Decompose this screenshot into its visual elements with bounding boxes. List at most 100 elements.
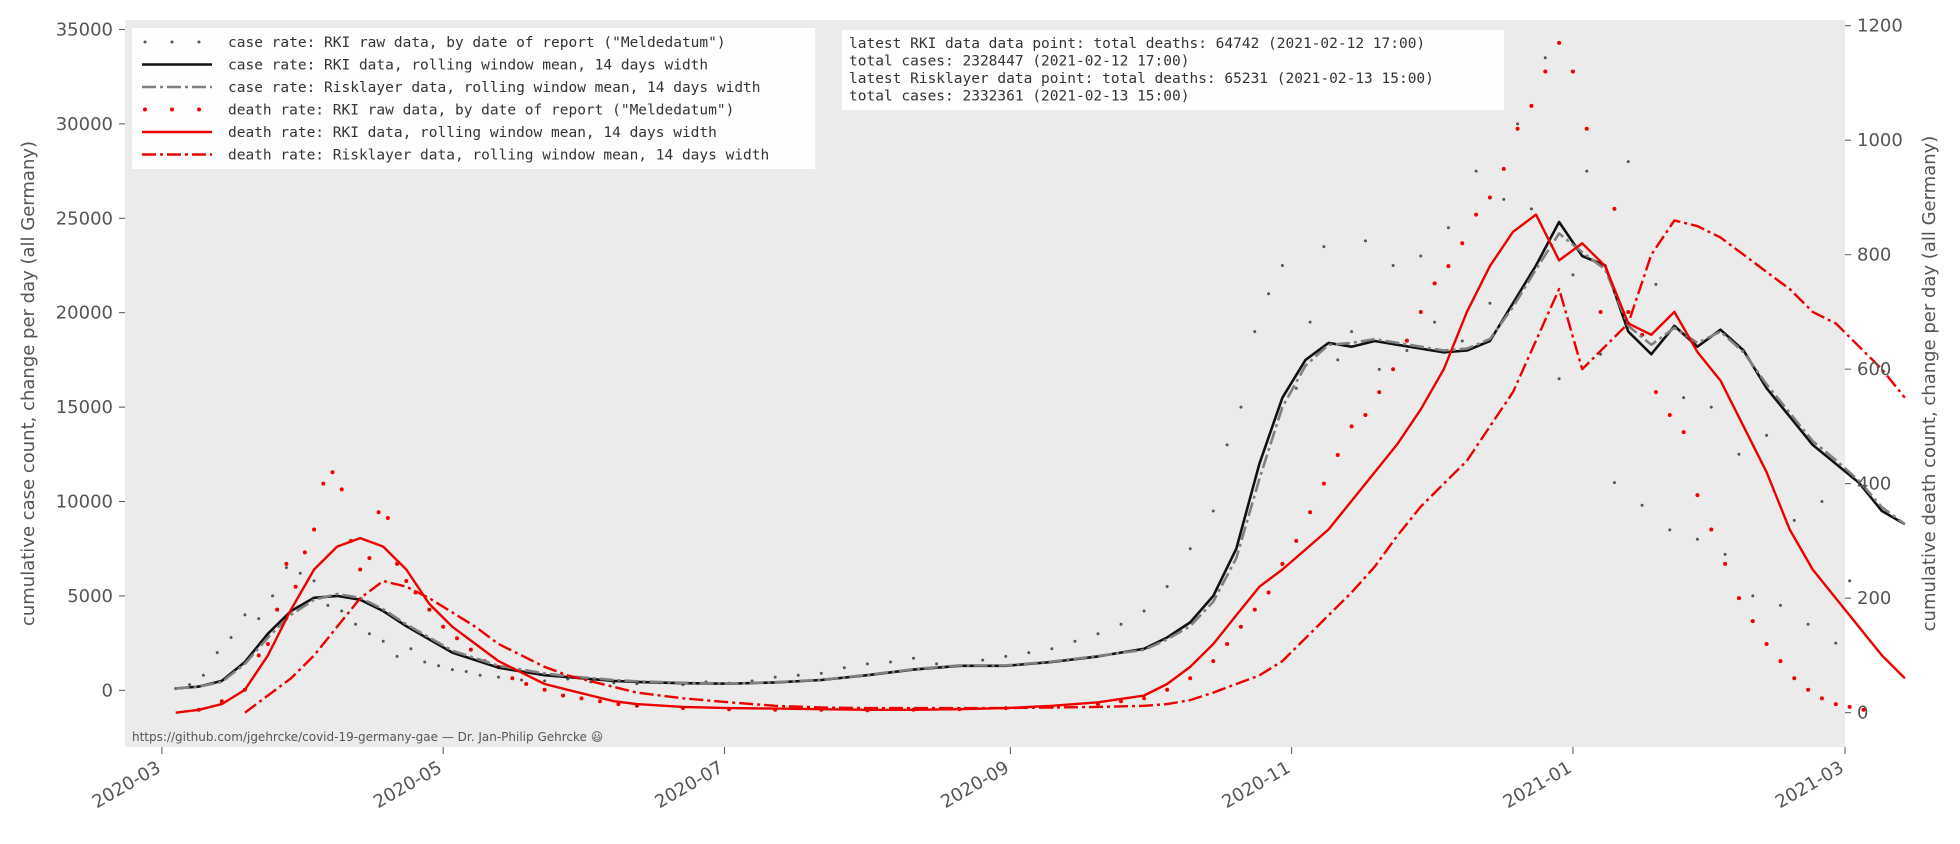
info-line: total cases: 2328447 (2021-02-12 17:00) <box>849 54 1189 70</box>
raw-points-layer <box>174 40 1866 713</box>
death-raw-point <box>1225 641 1230 646</box>
x-tick-label: 2021-01 <box>1500 757 1576 813</box>
x-tick-label: 2021-03 <box>1772 757 1848 813</box>
death-raw-point <box>1515 126 1520 131</box>
case-raw-point <box>1737 452 1741 456</box>
death-raw-point <box>1653 390 1658 395</box>
footnote: https://github.com/jgehrcke/covid-19-ger… <box>132 730 603 744</box>
case-raw-point <box>1723 552 1727 556</box>
death-raw-point <box>1377 390 1382 395</box>
y-tick-label-left: 15000 <box>56 397 113 418</box>
death-raw-point <box>1736 596 1741 601</box>
info-line: latest Risklayer data point: total death… <box>849 71 1434 87</box>
death-raw-point <box>455 636 460 641</box>
case-raw-point <box>1446 226 1450 230</box>
case-raw-point <box>271 594 275 598</box>
case-raw-point <box>354 622 358 626</box>
y-tick-label-left: 25000 <box>56 208 113 229</box>
case-raw-point <box>201 673 205 677</box>
death-raw-point <box>1778 659 1783 664</box>
case-raw-point <box>1350 330 1354 334</box>
death-raw-point <box>1833 702 1838 707</box>
case-raw-point <box>298 571 302 575</box>
death-raw-point <box>1598 309 1603 314</box>
case-raw-point <box>312 579 316 583</box>
death-raw-point <box>1487 195 1492 200</box>
case-raw-point <box>1165 584 1169 588</box>
death-raw-point <box>1349 424 1354 429</box>
y-tick-label-right: 800 <box>1857 245 1891 266</box>
death-raw-point <box>1266 590 1271 595</box>
legend-label: death rate: RKI data, rolling window mea… <box>228 125 717 141</box>
case-raw-point <box>1806 622 1810 626</box>
legend-marker <box>170 40 174 44</box>
death-raw-point <box>1391 367 1396 372</box>
death-raw-point <box>1308 510 1313 515</box>
case-raw-point <box>1792 518 1796 522</box>
case-raw-point <box>478 673 482 677</box>
case-raw-point <box>1405 348 1409 352</box>
case-raw-point <box>215 651 219 655</box>
death-raw-point <box>302 550 307 555</box>
death-raw-point <box>312 527 317 532</box>
case-raw-point <box>409 647 413 651</box>
death-raw-point <box>561 693 566 698</box>
case-raw-point <box>1239 405 1243 409</box>
case-raw-point <box>819 671 823 675</box>
death-raw-point <box>1626 309 1631 314</box>
death-raw-point <box>1335 453 1340 458</box>
death-raw-point <box>1819 696 1824 701</box>
death-raw-point <box>427 607 432 612</box>
legend-marker <box>143 107 147 112</box>
death-raw-point <box>339 487 344 492</box>
case-raw-point <box>1626 160 1630 164</box>
death-rki-rolling-line <box>175 213 1906 714</box>
case-raw-point <box>1027 651 1031 655</box>
case-raw-point <box>1474 169 1478 173</box>
death-raw-point <box>330 470 335 475</box>
death-raw-point <box>385 516 390 521</box>
case-raw-point <box>1585 169 1589 173</box>
death-raw-point <box>1570 69 1575 74</box>
case-raw-point <box>1322 245 1326 249</box>
case-raw-point <box>1709 405 1713 409</box>
legend: case rate: RKI raw data, by date of repo… <box>132 28 815 169</box>
death-raw-point <box>1294 538 1299 543</box>
y-tick-label-left: 35000 <box>56 19 113 40</box>
y-tick-label-right: 1000 <box>1857 130 1903 151</box>
y-tick-label-left: 10000 <box>56 492 113 513</box>
case-raw-point <box>1765 433 1769 437</box>
case-raw-point <box>1543 56 1547 60</box>
death-raw-point <box>1252 607 1257 612</box>
x-tick-label: 2020-03 <box>89 757 165 813</box>
case-raw-point <box>340 609 344 613</box>
y-tick-label-left: 0 <box>102 680 113 701</box>
case-raw-point <box>1433 320 1437 324</box>
legend-marker <box>170 107 174 112</box>
legend-label: case rate: Risklayer data, rolling windo… <box>228 80 761 96</box>
legend-label: case rate: RKI data, rolling window mean… <box>228 58 708 74</box>
death-raw-point <box>1432 281 1437 286</box>
legend-label: case rate: RKI raw data, by date of repo… <box>228 35 726 51</box>
case-raw-point <box>423 660 427 664</box>
case-raw-point <box>326 603 330 607</box>
case-raw-point <box>437 664 441 668</box>
case-raw-point <box>464 669 468 673</box>
case-raw-point <box>1516 122 1520 126</box>
case-raw-point <box>1253 330 1257 334</box>
y-tick-label-right: 200 <box>1857 588 1891 609</box>
y-tick-label-left: 5000 <box>67 586 113 607</box>
case-raw-point <box>1119 622 1123 626</box>
death-raw-point <box>1847 704 1852 709</box>
case-raw-point <box>1419 254 1423 258</box>
y-axis-label-left: cumulative case count, change per day (a… <box>18 141 39 626</box>
death-raw-point <box>1584 126 1589 131</box>
y-tick-label-right: 0 <box>1857 703 1868 724</box>
death-raw-point <box>1404 338 1409 343</box>
case-raw-point <box>1848 579 1852 583</box>
y-tick-label-left: 30000 <box>56 114 113 135</box>
case-raw-point <box>912 656 916 660</box>
death-raw-point <box>1460 241 1465 246</box>
